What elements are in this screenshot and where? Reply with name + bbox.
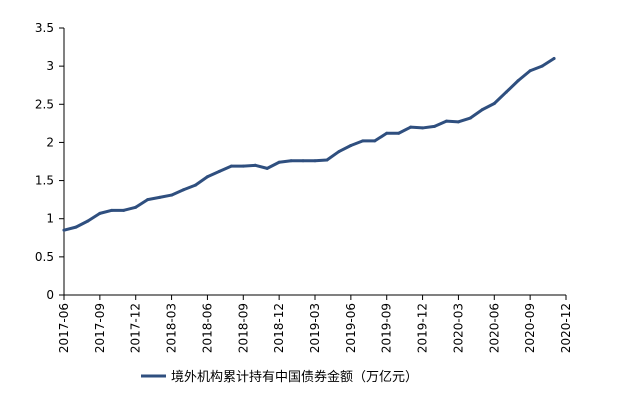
y-tick-label: 3.5 [35,21,54,35]
x-tick-label: 2019-06 [344,303,358,353]
data-point [301,159,305,163]
data-point [349,143,353,147]
data-point [504,90,508,94]
data-point [122,208,126,212]
x-tick-label: 2018-06 [200,303,214,353]
data-point [373,139,377,143]
data-point [170,193,174,197]
x-axis: 2017-06 2017-09 2017-12 2018-03 2018-06 2018-… [57,294,573,353]
data-point [313,159,317,163]
data-point [241,164,245,168]
x-tick-label: 2018-09 [236,303,250,353]
y-tick-label: 0 [46,288,54,302]
data-point [74,225,78,229]
x-tick-label: 2017-06 [57,303,71,353]
data-point [456,120,460,124]
data-point [182,188,186,192]
data-point [62,228,66,232]
data-point [480,108,484,112]
data-point [409,125,413,129]
plot-area [62,57,556,232]
y-tick-label: 1 [46,212,54,226]
data-point [552,57,556,61]
y-axis: 0 0.5 1 1.5 2 2.5 3 3.5 [35,21,65,302]
x-tick-label: 2018-03 [165,303,179,353]
x-tick-label: 2018-12 [272,303,286,353]
y-tick-label: 2 [46,135,54,149]
data-point [193,183,197,187]
data-point [217,169,221,173]
y-tick-label: 1.5 [35,174,54,188]
x-tick-label: 2020-06 [487,303,501,353]
x-tick-label: 2017-09 [93,303,107,353]
data-point [110,208,114,212]
data-point [158,195,162,199]
data-point [205,175,209,179]
data-point [421,126,425,130]
data-point [433,124,437,128]
data-point [277,160,281,164]
x-tick-label: 2020-12 [559,303,573,353]
data-point [516,79,520,83]
data-point [361,139,365,143]
data-point [337,150,341,154]
data-point [265,166,269,170]
data-point [253,163,257,167]
y-tick-label: 3 [46,59,54,73]
x-tick-label: 2017-12 [129,303,143,353]
data-point [229,164,233,168]
data-point [325,158,329,162]
data-point [540,64,544,68]
x-tick-label: 2019-09 [380,303,394,353]
data-point [98,211,102,215]
x-tick-label: 2020-03 [451,303,465,353]
x-tick-label: 2019-03 [308,303,322,353]
y-tick-label: 0.5 [35,250,54,264]
series-line [62,57,556,232]
legend-label: 境外机构累计持有中国债券金额（万亿元） [171,369,418,385]
data-point [444,119,448,123]
data-point [86,219,90,223]
data-point [397,131,401,135]
data-point [146,198,150,202]
x-tick-label: 2019-12 [416,303,430,353]
legend: 境外机构累计持有中国债券金额（万亿元） [141,369,418,385]
data-point [134,205,138,209]
data-point [385,131,389,135]
data-point [289,159,293,163]
y-tick-label: 2.5 [35,97,54,111]
x-tick-label: 2020-09 [523,303,537,353]
data-point [492,102,496,106]
data-point [528,69,532,73]
data-point [468,116,472,120]
